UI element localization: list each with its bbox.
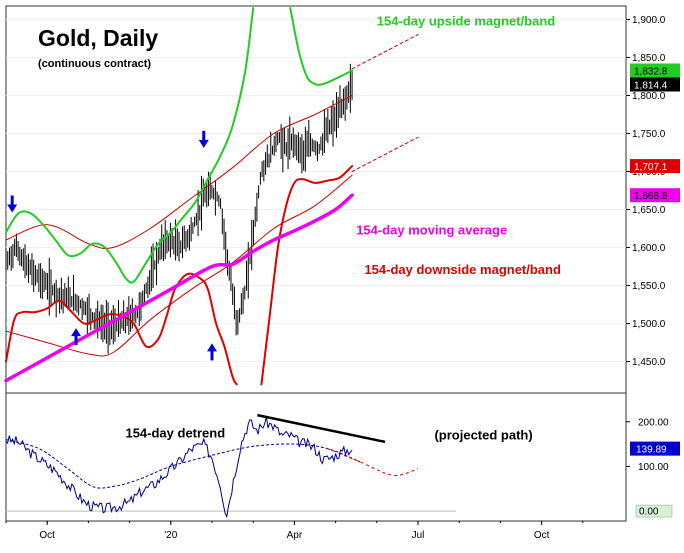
chart-title: Gold, Daily bbox=[38, 25, 158, 51]
upper-grid bbox=[6, 18, 626, 512]
value-badge-label: 1,707.1 bbox=[634, 162, 668, 173]
y-tick-label: 1,650.0 bbox=[632, 205, 666, 216]
lower-series bbox=[5, 413, 419, 519]
series-line bbox=[5, 272, 238, 386]
arrow-head-icon bbox=[207, 343, 217, 352]
y-tick-label: 100.00 bbox=[638, 462, 669, 473]
value-badge bbox=[630, 441, 680, 456]
value-badge bbox=[630, 77, 680, 92]
value-badge bbox=[630, 188, 680, 203]
x-tick-label: Oct bbox=[534, 530, 550, 541]
arrow-head-icon bbox=[198, 139, 209, 148]
series-annotation: 154-day moving average bbox=[356, 223, 507, 238]
value-badge-label: 1,668.8 bbox=[634, 191, 668, 202]
series-annotation: 154-day upside magnet/band bbox=[377, 13, 555, 28]
detrend-annotation: 154-day detrend bbox=[125, 425, 225, 440]
value-badge-label: 139.89 bbox=[636, 445, 667, 456]
value-badge-label: 1,814.4 bbox=[634, 80, 668, 91]
value-badge bbox=[630, 159, 680, 174]
annotations: 154-day upside magnet/band 154-day moving… bbox=[125, 13, 561, 442]
y-tick-label: 1,600.0 bbox=[632, 243, 666, 254]
y-tick-label: 1,750.0 bbox=[632, 129, 666, 140]
arrow-head-icon bbox=[7, 204, 18, 213]
zero-label: 0.00 bbox=[639, 507, 659, 518]
y-tick-label: 1,800.0 bbox=[632, 91, 666, 102]
series-line bbox=[5, 94, 353, 250]
x-tick-label: '20 bbox=[164, 530, 177, 541]
x-axis-ticks: Oct '20 Apr Jul Oct bbox=[5, 521, 584, 541]
x-tick-label: Jul bbox=[412, 530, 425, 541]
value-badge bbox=[630, 63, 680, 78]
detrend-annotation: (projected path) bbox=[434, 428, 532, 443]
projected-cycle-line bbox=[327, 448, 419, 476]
series-line bbox=[351, 34, 419, 70]
x-tick-label: Apr bbox=[287, 530, 303, 541]
y-tick-label: 200.00 bbox=[638, 417, 669, 428]
y-tick-label: 1,450.0 bbox=[632, 357, 666, 368]
zero-badge bbox=[635, 504, 673, 518]
y-tick-label: 1,500.0 bbox=[632, 319, 666, 330]
y-tick-label: 1,550.0 bbox=[632, 281, 666, 292]
upper-series bbox=[4, 7, 419, 386]
detrend-line bbox=[5, 416, 353, 519]
y-tick-label: 1,850.0 bbox=[632, 53, 666, 64]
value-badge-label: 1,832.8 bbox=[634, 67, 668, 78]
value-badges: 1,832.8 1,814.4 1,707.1 1,668.8 139.89 bbox=[630, 63, 680, 456]
series-annotation: 154-day downside magnet/band bbox=[364, 262, 561, 277]
series-line bbox=[4, 193, 354, 383]
y-tick-label: 1,900.0 bbox=[632, 15, 666, 26]
series-line bbox=[351, 136, 419, 172]
series-line bbox=[289, 7, 354, 86]
series-line bbox=[5, 7, 255, 284]
cycle-line bbox=[5, 439, 361, 489]
arrow-head-icon bbox=[71, 328, 82, 337]
signal-arrows bbox=[7, 130, 217, 361]
projected-path-line bbox=[257, 413, 386, 444]
chart-subtitle: (continuous contract) bbox=[38, 58, 151, 70]
series-line bbox=[260, 165, 354, 386]
x-tick-label: Oct bbox=[39, 530, 55, 541]
